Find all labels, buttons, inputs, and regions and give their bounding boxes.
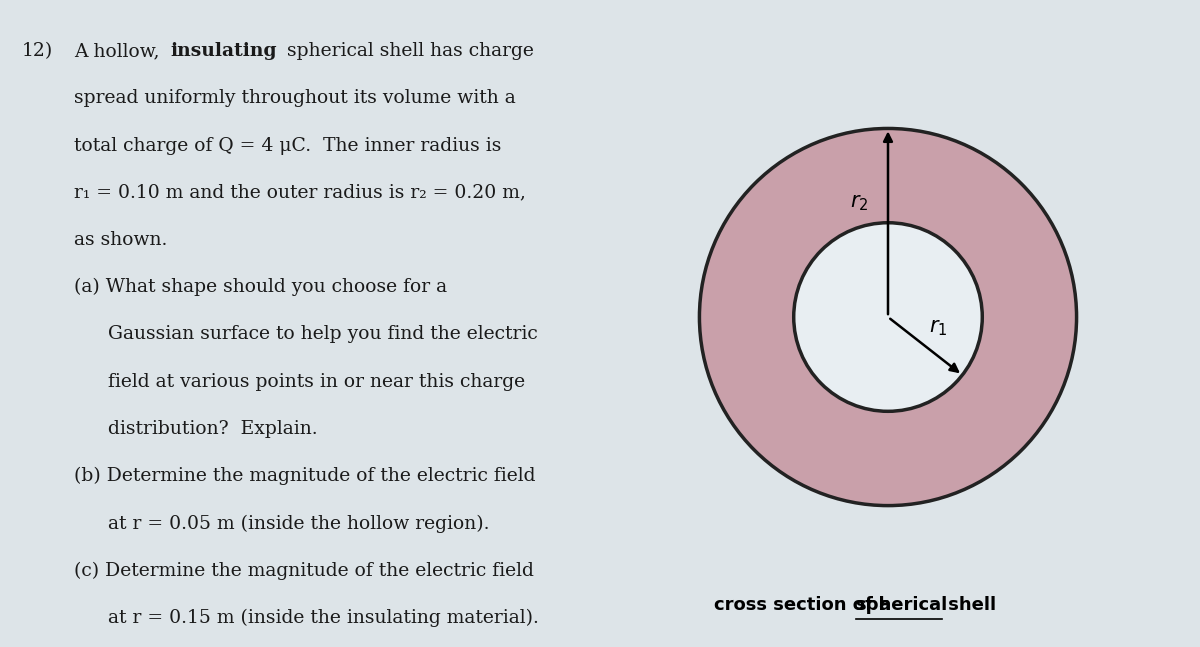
Text: 12): 12) xyxy=(22,42,53,60)
Text: (c) Determine the magnitude of the electric field: (c) Determine the magnitude of the elect… xyxy=(74,562,534,580)
Text: shell: shell xyxy=(942,596,996,614)
Circle shape xyxy=(793,223,983,411)
Text: field at various points in or near this charge: field at various points in or near this … xyxy=(108,373,526,391)
Text: at r = 0.05 m (inside the hollow region).: at r = 0.05 m (inside the hollow region)… xyxy=(108,514,490,532)
Text: (b) Determine the magnitude of the electric field: (b) Determine the magnitude of the elect… xyxy=(74,467,536,485)
Text: spherical shell has charge: spherical shell has charge xyxy=(281,42,534,60)
Text: distribution?  Explain.: distribution? Explain. xyxy=(108,420,318,438)
Text: Gaussian surface to help you find the electric: Gaussian surface to help you find the el… xyxy=(108,325,538,344)
Text: total charge of Q = 4 μC.  The inner radius is: total charge of Q = 4 μC. The inner radi… xyxy=(74,137,502,155)
Text: r₁ = 0.10 m and the outer radius is r₂ = 0.20 m,: r₁ = 0.10 m and the outer radius is r₂ =… xyxy=(74,184,527,202)
Text: $r_2$: $r_2$ xyxy=(851,193,869,214)
Text: cross section of a: cross section of a xyxy=(714,596,898,614)
Text: (a) What shape should you choose for a: (a) What shape should you choose for a xyxy=(74,278,448,296)
Text: insulating: insulating xyxy=(170,42,277,60)
Text: as shown.: as shown. xyxy=(74,231,168,249)
Text: at r = 0.15 m (inside the insulating material).: at r = 0.15 m (inside the insulating mat… xyxy=(108,609,539,627)
Text: spread uniformly throughout its volume with a: spread uniformly throughout its volume w… xyxy=(74,89,516,107)
Text: A hollow,: A hollow, xyxy=(74,42,166,60)
Text: spherical: spherical xyxy=(856,596,948,614)
Circle shape xyxy=(700,129,1076,505)
Text: $r_1$: $r_1$ xyxy=(930,318,948,338)
